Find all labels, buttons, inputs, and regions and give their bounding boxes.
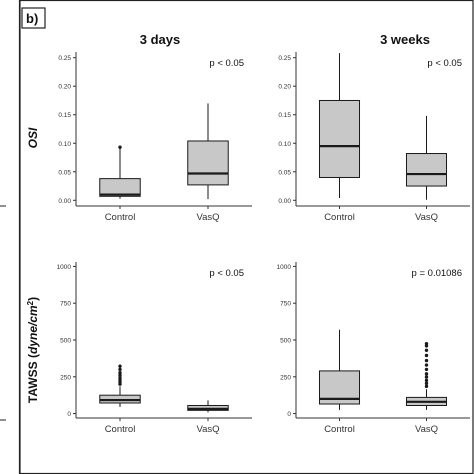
plot-osi-3-weeks: 0.00 0.05 0.10 0.15 0.20 0.25 Control VasQ p < 0… xyxy=(278,52,470,223)
y-tick-label: 0.10 xyxy=(278,141,291,148)
box-vasq xyxy=(405,153,448,187)
outlier-point-vasq xyxy=(424,372,429,376)
box-vasq xyxy=(187,140,229,186)
x-tick-label-vasq: VasQ xyxy=(196,424,219,435)
y-tick-label: 500 xyxy=(280,338,291,345)
x-tick-label-control: Control xyxy=(324,212,355,223)
x-tick-label-control: Control xyxy=(105,424,136,435)
outlier-point-control xyxy=(118,364,122,368)
y-tick-label: 0.05 xyxy=(58,169,71,176)
y-tick-label: 250 xyxy=(60,374,71,381)
y-tick-label: 0.25 xyxy=(58,55,71,62)
outlier-point-vasq xyxy=(424,358,429,363)
row-label-tawss-suffix: ) xyxy=(26,297,40,301)
y-tick-label: 0.15 xyxy=(58,112,71,119)
y-tick-label: 250 xyxy=(280,374,291,381)
plot-tawss-3-weeks: 0 250 500 750 1000 Control VasQ p = 0.01086 xyxy=(277,262,470,435)
outlier-point-control xyxy=(118,375,122,380)
y-tick-label: 0 xyxy=(67,411,71,418)
y-tick-label: 750 xyxy=(280,301,291,308)
outlier-point-vasq xyxy=(424,341,429,346)
box-control xyxy=(318,99,361,178)
y-tick-label: 0.10 xyxy=(58,141,71,148)
outlier-point-control xyxy=(118,373,122,377)
p-value-annotation: p < 0.05 xyxy=(209,58,244,69)
outlier-point-vasq xyxy=(424,378,429,383)
x-tick-label-control: Control xyxy=(324,424,355,435)
row-label-tawss-unit: dyne/cm xyxy=(26,305,40,354)
row-label-tawss-prefix: TAWSS ( xyxy=(26,354,40,403)
y-tick-label: 500 xyxy=(60,338,71,345)
box-control xyxy=(99,178,141,197)
outlier-point-vasq xyxy=(424,353,429,358)
y-tick-label: 0.15 xyxy=(278,112,291,119)
y-tick-label: 750 xyxy=(60,301,71,308)
outlier-point-vasq xyxy=(424,375,429,379)
column-title-3-weeks: 3 weeks xyxy=(380,32,430,47)
outlier-point-vasq xyxy=(424,348,429,353)
panel-label: b) xyxy=(26,11,38,26)
x-tick-label-vasq: VasQ xyxy=(196,212,219,223)
y-tick-label: 0.20 xyxy=(58,84,71,91)
outlier-point-control xyxy=(118,145,122,149)
y-tick-label: 1000 xyxy=(57,264,72,271)
outlier-point-control xyxy=(118,367,122,372)
x-tick-label-vasq: VasQ xyxy=(415,212,438,223)
outlier-point-vasq xyxy=(424,384,429,389)
y-tick-label: 1000 xyxy=(277,264,292,271)
figure-frame xyxy=(19,0,474,474)
outlier-point-vasq xyxy=(424,381,429,386)
outlier-point-vasq xyxy=(424,363,429,367)
row-label-tawss: TAWSS (dyne/cm2) xyxy=(26,297,40,403)
y-tick-label: 0.25 xyxy=(278,55,291,62)
plot-osi-3-days: 0.00 0.05 0.10 0.15 0.20 0.25 Control VasQ p < 0… xyxy=(58,52,252,223)
panel-label-box xyxy=(21,7,46,29)
y-tick-label: 0.00 xyxy=(278,198,291,205)
p-value-annotation: p = 0.01086 xyxy=(412,268,462,279)
y-tick-label: 0.20 xyxy=(278,84,291,91)
p-value-annotation: p < 0.05 xyxy=(427,58,462,69)
p-value-annotation: p < 0.05 xyxy=(209,268,244,279)
row-label-tawss-sup: 2 xyxy=(26,300,35,305)
plot-tawss-3-days: 0 250 500 750 1000 Control VasQ p < 0.05 xyxy=(57,262,252,435)
y-tick-label: 0 xyxy=(287,411,291,418)
outlier-point-control xyxy=(118,370,122,375)
column-title-3-days: 3 days xyxy=(140,32,180,47)
row-label-osi: OSI xyxy=(26,127,40,148)
x-tick-label-control: Control xyxy=(105,212,136,223)
x-tick-label-vasq: VasQ xyxy=(415,424,438,435)
y-tick-label: 0.05 xyxy=(278,169,291,176)
outlier-point-vasq xyxy=(424,367,429,372)
y-tick-label: 0.00 xyxy=(58,198,71,205)
